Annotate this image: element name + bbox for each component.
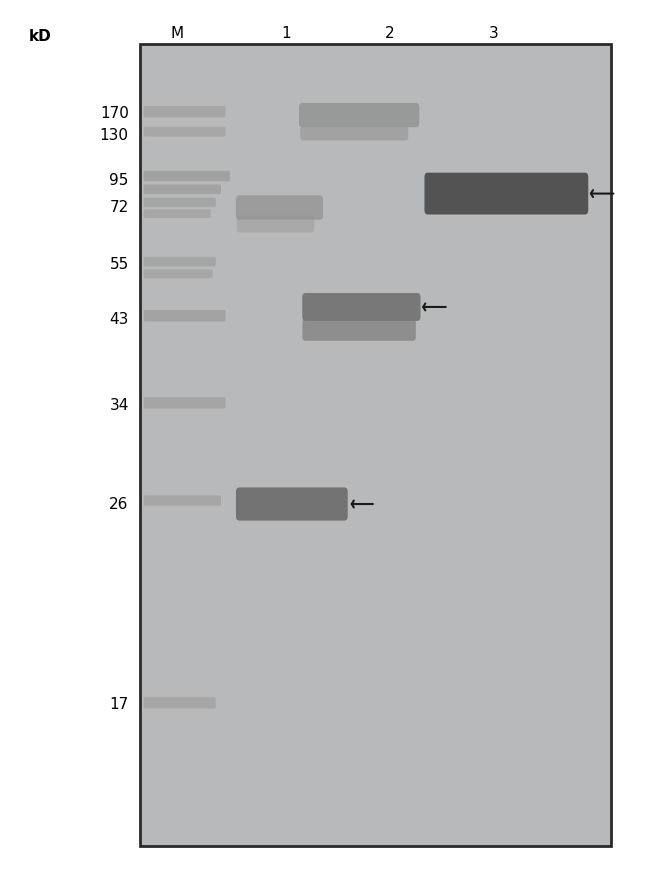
FancyBboxPatch shape	[236, 487, 348, 521]
FancyBboxPatch shape	[300, 126, 408, 140]
Bar	[140, 44, 611, 846]
FancyBboxPatch shape	[424, 173, 588, 215]
Text: 55: 55	[109, 256, 129, 272]
FancyBboxPatch shape	[302, 318, 416, 341]
FancyBboxPatch shape	[144, 698, 216, 708]
FancyBboxPatch shape	[144, 171, 230, 181]
Text: 34: 34	[109, 398, 129, 413]
Text: M: M	[170, 25, 183, 41]
FancyBboxPatch shape	[144, 126, 226, 136]
FancyBboxPatch shape	[299, 103, 419, 127]
Text: 26: 26	[109, 496, 129, 512]
FancyBboxPatch shape	[144, 397, 226, 408]
FancyBboxPatch shape	[144, 185, 221, 194]
Text: kD: kD	[29, 29, 52, 44]
FancyBboxPatch shape	[144, 495, 221, 506]
Text: 95: 95	[109, 173, 129, 188]
FancyBboxPatch shape	[144, 310, 226, 321]
FancyBboxPatch shape	[144, 197, 216, 208]
Text: 72: 72	[109, 200, 129, 215]
Text: 17: 17	[109, 697, 129, 712]
Text: 130: 130	[99, 127, 129, 143]
FancyBboxPatch shape	[144, 209, 211, 218]
FancyBboxPatch shape	[144, 106, 226, 117]
Text: 3: 3	[489, 25, 499, 41]
FancyBboxPatch shape	[236, 195, 323, 220]
FancyBboxPatch shape	[144, 256, 216, 267]
Text: 43: 43	[109, 311, 129, 327]
FancyBboxPatch shape	[237, 215, 315, 233]
Text: 170: 170	[100, 106, 129, 121]
Text: 2: 2	[385, 25, 395, 41]
FancyBboxPatch shape	[302, 293, 421, 321]
FancyBboxPatch shape	[144, 269, 213, 278]
Text: 1: 1	[281, 25, 291, 41]
